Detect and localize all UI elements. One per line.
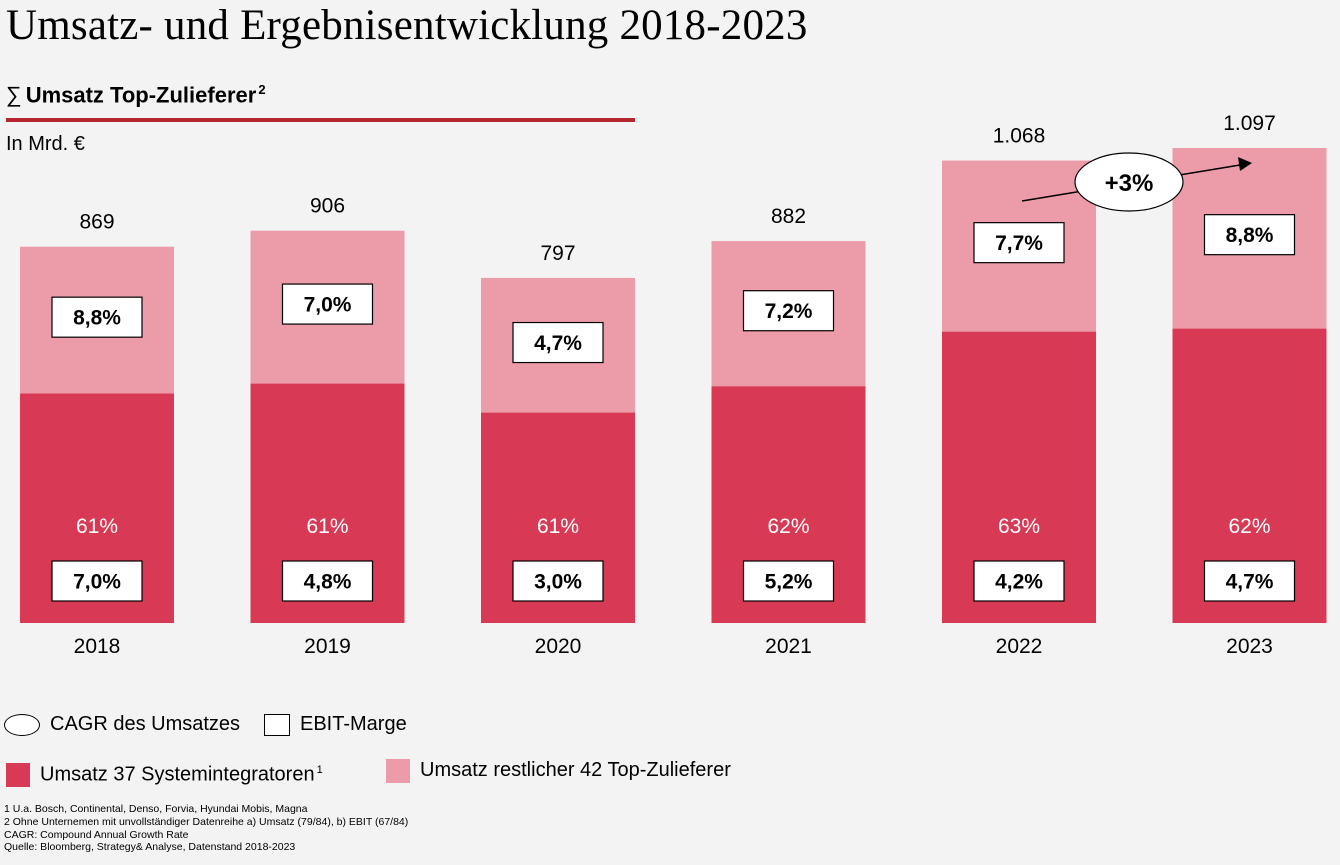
footnote-source: Quelle: Bloomberg, Strategy& Analyse, Da… (4, 841, 296, 854)
legend-systemintegratoren-ref: 1 (316, 764, 323, 776)
total-label-2021: 882 (771, 205, 806, 228)
x-tick-2021: 2021 (765, 635, 812, 658)
ebit-restliche-2022-label: 7,7% (995, 232, 1043, 255)
footnotes: 1 U.a. Bosch, Continental, Denso, Forvia… (4, 803, 408, 854)
share-label-2018: 61% (76, 515, 118, 538)
page-title: Umsatz- und Ergebnisentwicklung 2018-202… (6, 2, 808, 49)
cagr-oval (1074, 152, 1184, 212)
ebit-systemintegratoren-2020-label: 3,0% (534, 571, 582, 594)
legend-systemintegratoren-label: Umsatz 37 Systemintegratoren (40, 763, 315, 786)
total-label-2019: 906 (310, 195, 345, 218)
ebit-systemintegratoren-2022-label: 4,2% (995, 571, 1043, 594)
legend-restliche-label: Umsatz restlicher 42 Top-Zulieferer (420, 759, 731, 781)
share-label-2020: 61% (537, 515, 579, 538)
legend-cagr-label: CAGR des Umsatzes (50, 713, 241, 735)
subtitle-divider (6, 118, 635, 122)
ebit-restliche-2023-label: 8,8% (1226, 224, 1274, 247)
ebit-systemintegratoren-2018-label: 7,0% (73, 571, 121, 594)
systemintegratoren-swatch (6, 763, 30, 788)
ebit-restliche-2022-box (973, 222, 1065, 264)
ebit-restliche-2018-label: 8,8% (73, 307, 121, 330)
ebit-restliche-2019-label: 7,0% (304, 294, 352, 317)
unit-label: In Mrd. € (6, 133, 85, 155)
share-label-2021: 62% (767, 515, 809, 538)
restliche-swatch (386, 758, 410, 783)
cagr-oval-icon (4, 713, 40, 736)
ebit-restliche-2019-box (281, 283, 374, 325)
total-label-2023: 1.097 (1223, 112, 1276, 135)
sum-icon: ∑ (6, 82, 22, 108)
ebit-systemintegratoren-2019-box (281, 560, 374, 602)
footnote-2: 2 Ohne Unternemen mit unvollständiger Da… (4, 815, 409, 828)
x-tick-2019: 2019 (304, 635, 351, 658)
ebit-systemintegratoren-2018-box (51, 560, 143, 602)
ebit-restliche-2021-box (742, 290, 835, 332)
stacked-bar-chart: 869 61% 7,0% 8,8% 2018 906 61% 4,8% 7,0% 2019 797 6… (20, 112, 1327, 658)
x-tick-2018: 2018 (74, 635, 121, 658)
x-tick-2022: 2022 (996, 635, 1043, 658)
x-tick-2023: 2023 (1226, 635, 1273, 658)
chart-subtitle: ∑ Umsatz Top-Zulieferer 2 (6, 76, 266, 109)
ebit-restliche-2020-box (512, 321, 604, 364)
subtitle-text: Umsatz Top-Zulieferer (25, 82, 257, 108)
ebit-restliche-2021-label: 7,2% (765, 300, 813, 323)
ebit-box-icon (264, 713, 290, 736)
ebit-restliche-2018-box (51, 296, 143, 338)
legend-ebit: EBIT-Marge (264, 712, 407, 736)
ebit-systemintegratoren-2021-box (742, 560, 835, 602)
legend-cagr: CAGR des Umsatzes (4, 712, 240, 736)
legend-systemintegratoren: Umsatz 37 Systemintegratoren 1 (6, 758, 323, 788)
ebit-systemintegratoren-2023-box (1203, 560, 1296, 602)
cagr-label: +3% (1105, 170, 1154, 197)
ebit-systemintegratoren-2022-box (973, 560, 1065, 602)
cagr-arrow-head (1238, 157, 1252, 171)
ebit-restliche-2023-box (1203, 214, 1296, 256)
total-label-2022: 1.068 (993, 125, 1046, 148)
share-label-2022: 63% (998, 515, 1040, 538)
total-label-2020: 797 (540, 242, 575, 265)
ebit-systemintegratoren-2019-label: 4,8% (304, 571, 352, 594)
ebit-restliche-2020-label: 4,7% (534, 332, 582, 355)
legend-restliche: Umsatz restlicher 42 Top-Zulieferer (386, 758, 731, 783)
footnote-1: 1 U.a. Bosch, Continental, Denso, Forvia… (4, 803, 308, 815)
x-tick-2020: 2020 (535, 635, 582, 658)
ebit-systemintegratoren-2020-box (512, 560, 604, 602)
share-label-2019: 61% (306, 515, 348, 538)
footnote-cagr: CAGR: Compound Annual Growth Rate (4, 828, 189, 841)
legend-ebit-label: EBIT-Marge (300, 713, 407, 735)
subtitle-footnote-ref: 2 (258, 82, 266, 97)
total-label-2018: 869 (79, 211, 114, 234)
share-label-2023: 62% (1228, 515, 1270, 538)
ebit-systemintegratoren-2023-label: 4,7% (1226, 571, 1274, 594)
ebit-systemintegratoren-2021-label: 5,2% (765, 571, 813, 594)
